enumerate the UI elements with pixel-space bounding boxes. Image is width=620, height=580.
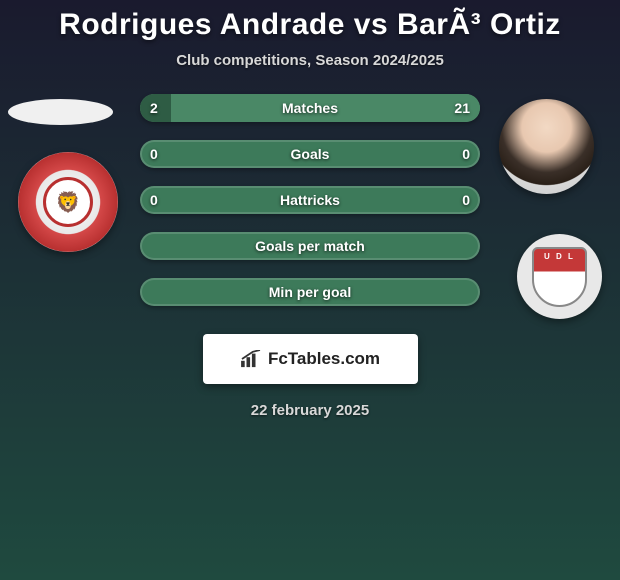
flag-left [8, 99, 113, 125]
compare-area: 🦁 2 Matches 21 0 Goals 0 0 Hattricks 0 Goals per … [0, 94, 620, 334]
stat-left-value: 2 [150, 100, 158, 116]
stat-label: Matches [282, 100, 338, 116]
club-badge-right [517, 234, 602, 319]
brand-box[interactable]: FcTables.com [203, 334, 418, 384]
date-text: 22 february 2025 [0, 402, 620, 419]
subtitle: Club competitions, Season 2024/2025 [0, 52, 620, 69]
stat-left-value: 0 [150, 146, 158, 162]
club-emblem-left: 🦁 [43, 177, 93, 227]
stat-label: Goals per match [255, 238, 365, 254]
stat-right-value: 21 [454, 100, 470, 116]
chart-icon [240, 350, 262, 368]
stat-label: Min per goal [269, 284, 351, 300]
stat-right-value: 0 [462, 192, 470, 208]
player-photo-right [499, 99, 594, 194]
page-title: Rodrigues Andrade vs BarÃ³ Ortiz [0, 0, 620, 42]
stat-bars: 2 Matches 21 0 Goals 0 0 Hattricks 0 Goals per ma… [140, 94, 480, 324]
club-badge-left: 🦁 [18, 152, 118, 252]
shield-icon [532, 247, 587, 307]
stat-row: 2 Matches 21 [140, 94, 480, 122]
stat-row: Goals per match [140, 232, 480, 260]
stat-left-value: 0 [150, 192, 158, 208]
stat-label: Goals [291, 146, 330, 162]
stat-label: Hattricks [280, 192, 340, 208]
stat-row: Min per goal [140, 278, 480, 306]
stat-row: 0 Hattricks 0 [140, 186, 480, 214]
stat-right-value: 0 [462, 146, 470, 162]
stat-row: 0 Goals 0 [140, 140, 480, 168]
brand-text: FcTables.com [268, 349, 380, 369]
